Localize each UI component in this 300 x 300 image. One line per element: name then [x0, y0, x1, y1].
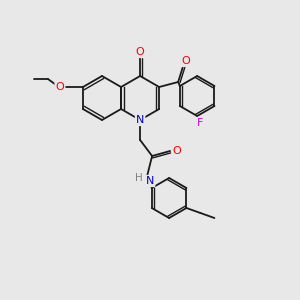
Text: O: O — [182, 56, 190, 66]
Text: O: O — [56, 82, 64, 92]
Text: O: O — [173, 146, 182, 156]
Text: F: F — [197, 118, 203, 128]
Text: H: H — [135, 173, 143, 183]
Text: N: N — [146, 176, 154, 186]
Text: N: N — [136, 115, 144, 125]
Text: O: O — [136, 47, 145, 57]
